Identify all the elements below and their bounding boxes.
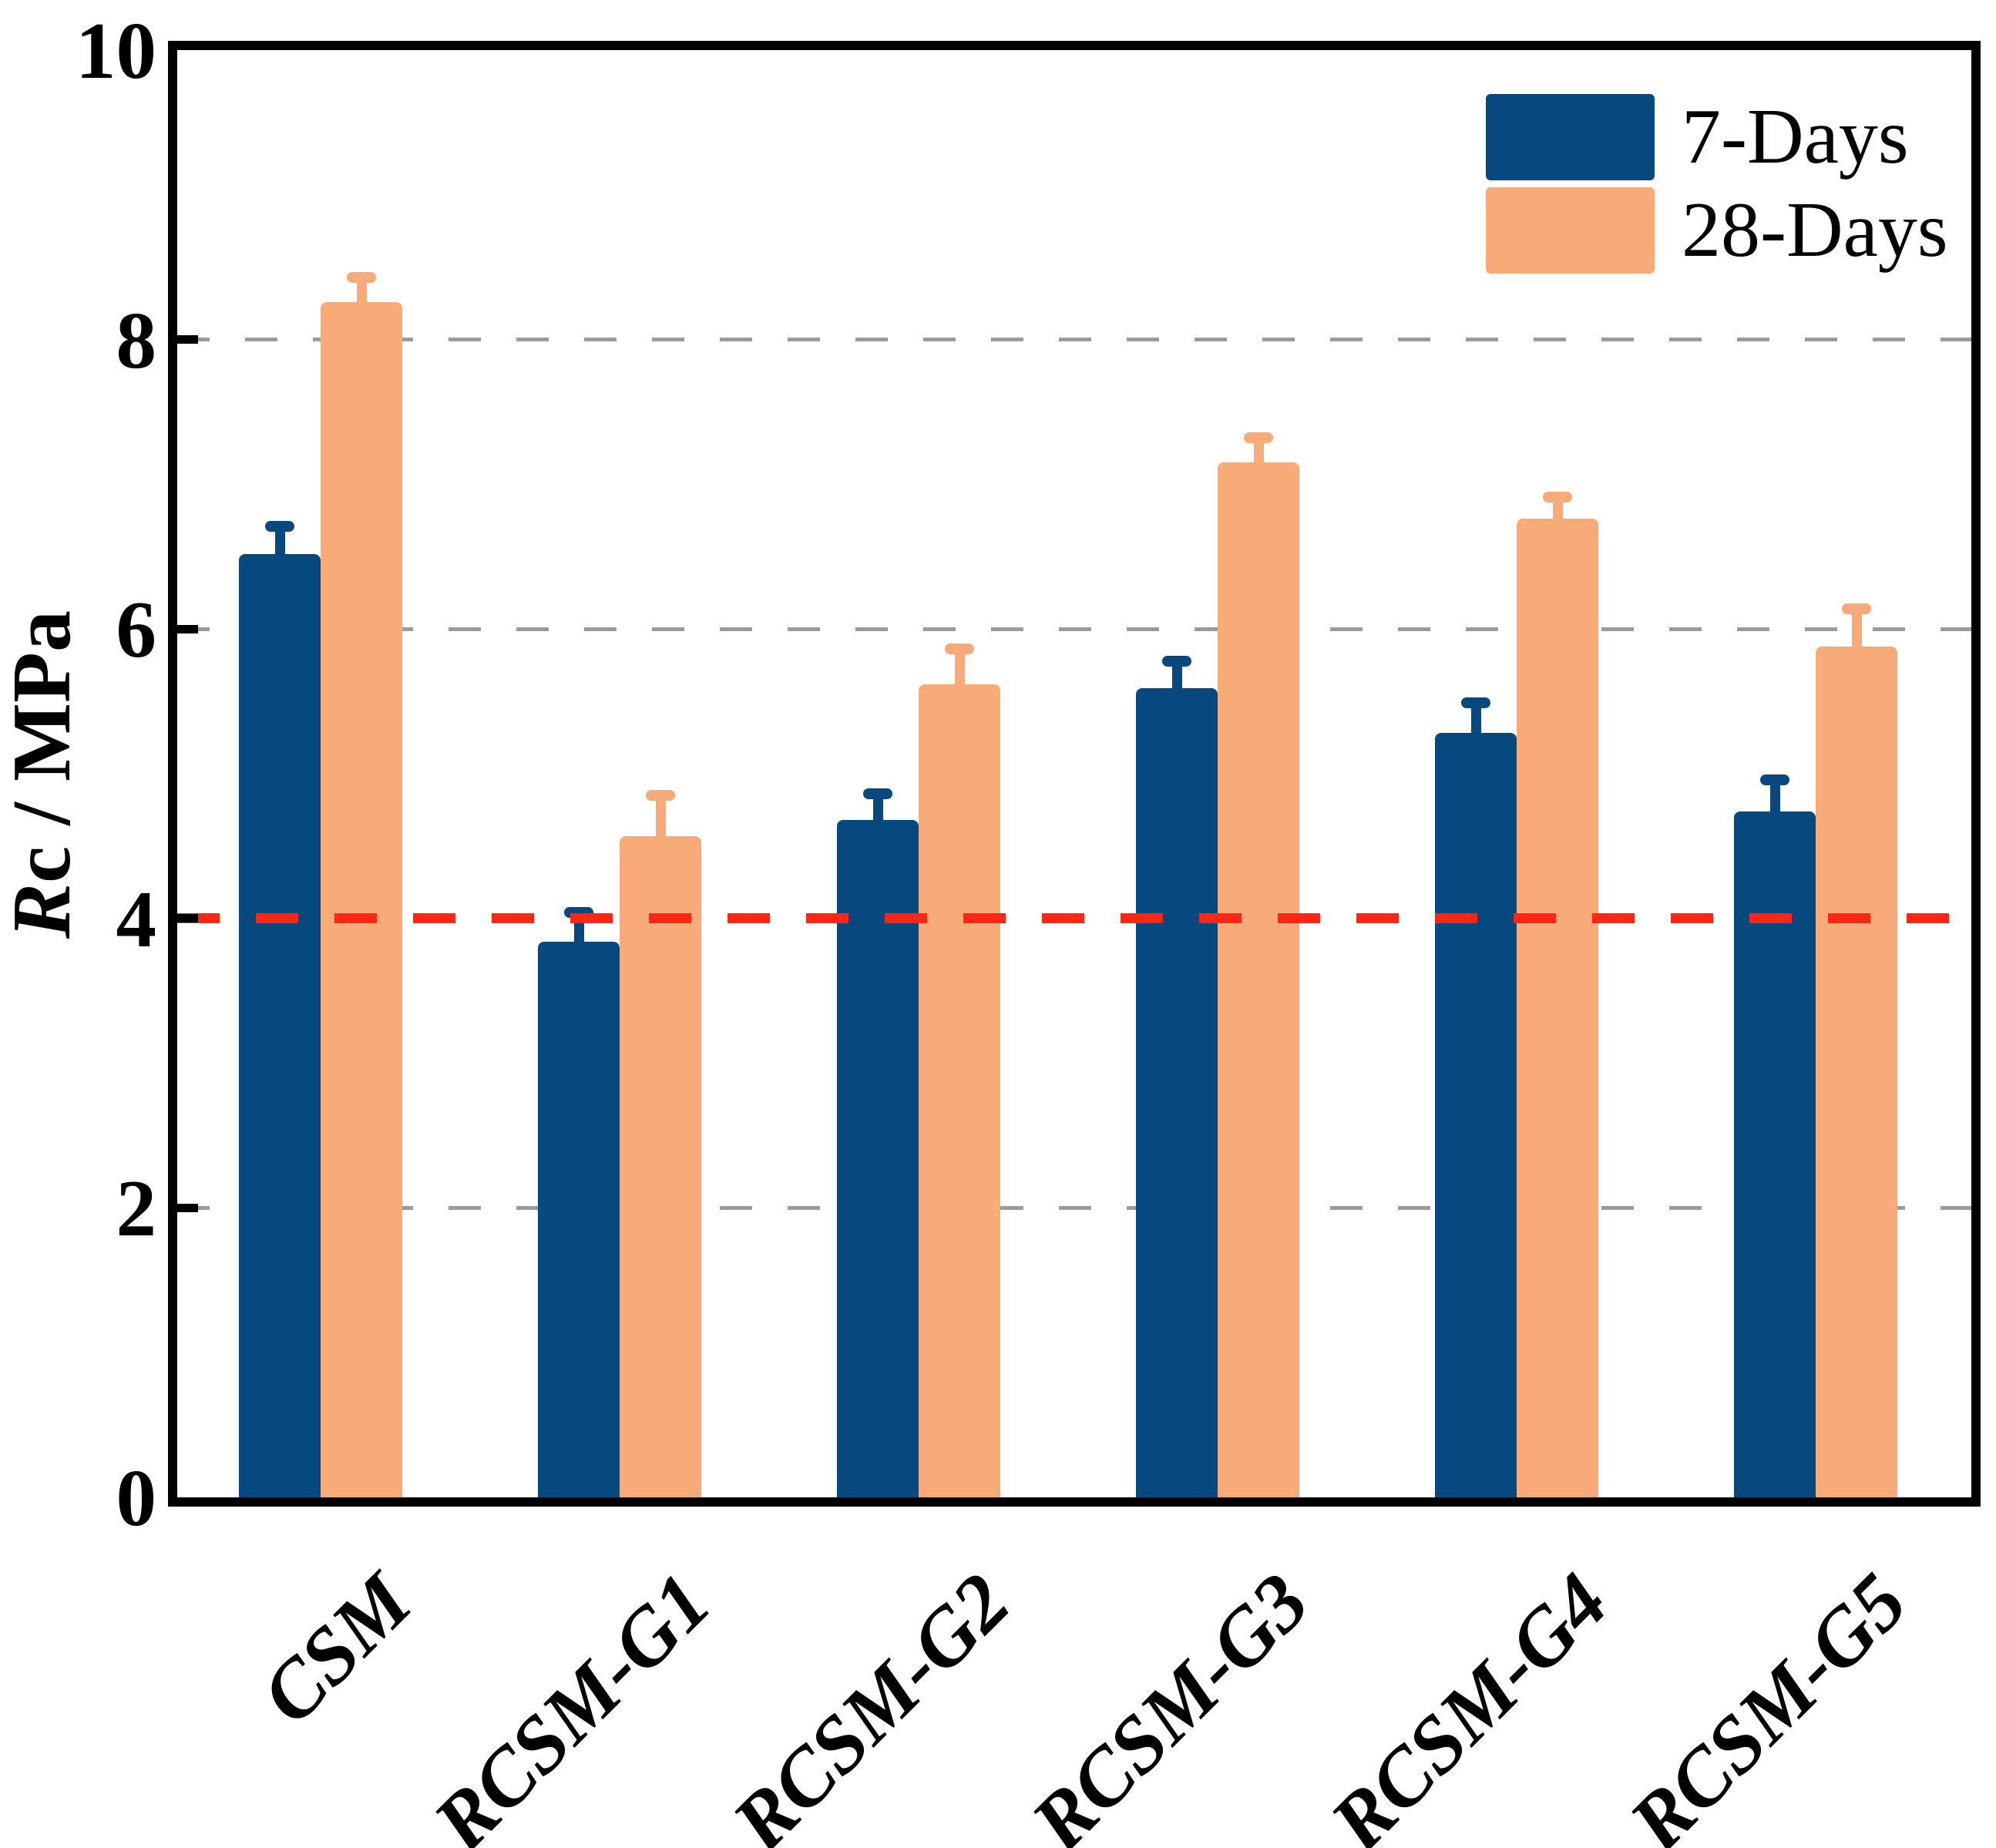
error-bar-cap-RCSM-G3-28-Days (1244, 432, 1273, 444)
y-tick-label-8: 8 (116, 294, 157, 385)
error-bar-cap-RCSM-G4-28-Days (1543, 492, 1572, 503)
error-bar-stem-RCSM-G5-7-Days (1769, 779, 1780, 815)
y-axis-title: Rc / MPa (0, 424, 88, 1125)
x-tick-label-RCSM-G2: RCSM-G2 (714, 1556, 1027, 1848)
error-bar-cap-RCSM-G5-28-Days (1842, 603, 1871, 614)
error-bar-stem-CSM-7-Days (274, 526, 285, 557)
x-tick-label-RCSM-G1: RCSM-G1 (415, 1556, 727, 1848)
bar-RCSM-G2-7-Days (837, 820, 919, 1497)
error-bar-cap-RCSM-G5-7-Days (1760, 774, 1789, 785)
error-bar-stem-CSM-28-Days (356, 277, 367, 305)
legend-label-28-Days: 28-Days (1682, 186, 1948, 274)
legend-swatch-28-Days (1486, 187, 1655, 274)
legend-label-7-Days: 7-Days (1682, 93, 1909, 180)
error-bar-stem-RCSM-G3-28-Days (1253, 438, 1264, 466)
error-bar-cap-CSM-28-Days (347, 271, 376, 283)
y-tick-mark-2 (177, 1203, 198, 1212)
bar-RCSM-G3-7-Days (1136, 688, 1218, 1497)
legend: 7-Days 28-Days (1486, 94, 1948, 281)
gridline-y8 (177, 338, 1971, 342)
error-bar-stem-RCSM-G1-28-Days (655, 795, 666, 839)
bar-RCSM-G4-28-Days (1517, 519, 1598, 1497)
error-bar-stem-RCSM-G4-7-Days (1470, 702, 1481, 737)
threshold-line (177, 913, 1971, 924)
error-bar-stem-RCSM-G4-28-Days (1552, 497, 1563, 522)
x-tick-label-CSM: CSM (244, 1556, 428, 1741)
gridline-y6 (177, 627, 1971, 631)
plot-inner: 7-Days 28-Days (177, 50, 1971, 1497)
bar-RCSM-G5-7-Days (1734, 811, 1816, 1497)
bar-RCSM-G3-28-Days (1218, 462, 1299, 1497)
bar-RCSM-G1-28-Days (620, 835, 701, 1497)
x-tick-label-RCSM-G5: RCSM-G5 (1611, 1556, 1924, 1848)
error-bar-cap-RCSM-G2-7-Days (863, 788, 892, 800)
gridline-y2 (177, 1205, 1971, 1210)
error-bar-stem-RCSM-G3-7-Days (1171, 660, 1182, 692)
x-tick-label-RCSM-G3: RCSM-G3 (1013, 1556, 1326, 1848)
y-tick-label-2: 2 (116, 1163, 157, 1254)
error-bar-stem-RCSM-G5-28-Days (1851, 608, 1862, 650)
bar-CSM-28-Days (321, 301, 402, 1497)
y-tick-mark-8 (177, 335, 198, 344)
error-bar-stem-RCSM-G2-28-Days (954, 649, 965, 687)
bar-RCSM-G4-7-Days (1435, 733, 1517, 1497)
error-bar-stem-RCSM-G2-7-Days (872, 794, 883, 824)
plot-area: 7-Days 28-Days (168, 41, 1981, 1507)
bar-CSM-7-Days (239, 553, 321, 1497)
y-tick-mark-6 (177, 624, 198, 633)
x-tick-label-RCSM-G4: RCSM-G4 (1312, 1556, 1625, 1848)
error-bar-cap-RCSM-G3-7-Days (1162, 655, 1191, 667)
bar-RCSM-G2-28-Days (919, 684, 1000, 1497)
bar-RCSM-G5-28-Days (1816, 646, 1897, 1497)
y-tick-label-0: 0 (116, 1453, 157, 1543)
error-bar-cap-RCSM-G1-28-Days (646, 790, 675, 801)
bar-RCSM-G1-7-Days (538, 941, 620, 1497)
legend-item-7-Days: 7-Days (1486, 94, 1948, 180)
y-tick-label-4: 4 (116, 873, 157, 964)
error-bar-cap-RCSM-G4-7-Days (1461, 697, 1490, 708)
y-tick-mark-4 (177, 914, 198, 923)
legend-swatch-7-Days (1486, 94, 1655, 180)
y-tick-label-10: 10 (76, 5, 156, 96)
error-bar-cap-RCSM-G2-28-Days (945, 643, 974, 655)
legend-item-28-Days: 28-Days (1486, 187, 1948, 274)
error-bar-cap-CSM-7-Days (265, 520, 294, 532)
y-tick-label-6: 6 (116, 584, 157, 675)
